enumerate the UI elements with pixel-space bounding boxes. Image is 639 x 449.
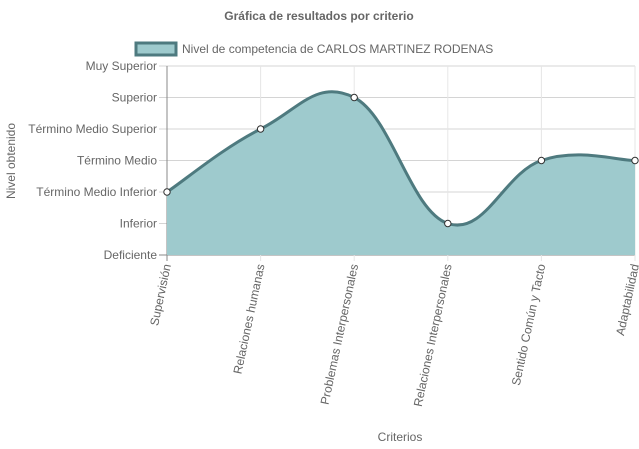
- y-tick-label: Deficiente: [104, 248, 158, 262]
- series-area: [167, 91, 635, 256]
- legend-label: Nivel de competencia de CARLOS MARTINEZ …: [182, 42, 493, 56]
- data-point[interactable]: [537, 156, 546, 165]
- data-point[interactable]: [631, 156, 639, 165]
- x-axis-title: Criterios: [378, 430, 423, 444]
- data-point[interactable]: [256, 125, 265, 133]
- data-point[interactable]: [163, 188, 171, 196]
- y-axis-title: Nivel obtenido: [4, 123, 18, 199]
- x-tick-label: Supervisión: [147, 263, 174, 327]
- x-tick-label: Sentido Común y Tacto: [509, 262, 549, 386]
- x-tick-label: Relaciones humanas: [231, 263, 268, 376]
- data-point[interactable]: [444, 219, 452, 228]
- legend-swatch: [134, 41, 178, 57]
- y-tick-label: Inferior: [120, 217, 157, 231]
- y-tick-label: Término Medio Inferior: [36, 185, 157, 199]
- chart-title: Gráfica de resultados por criterio: [224, 9, 413, 23]
- x-tick-label: Adaptabilidad: [613, 263, 639, 337]
- data-points: [163, 93, 639, 228]
- y-axis-ticks: Deficiente Inferior Término Medio Inferior…: [28, 59, 157, 262]
- x-tick-label: Problemas Interpersonales: [318, 263, 362, 406]
- y-tick-label: Término Medio Superior: [28, 122, 157, 136]
- y-tick-label: Muy Superior: [86, 59, 157, 73]
- y-tick-label: Superior: [112, 91, 157, 105]
- x-axis-ticks: Supervisión Relaciones humanas Problemas I…: [147, 262, 639, 407]
- legend[interactable]: Nivel de competencia de CARLOS MARTINEZ …: [134, 41, 493, 57]
- x-tick-label: Relaciones Interpersonales: [411, 263, 455, 408]
- y-tick-label: Término Medio: [77, 154, 157, 168]
- data-point[interactable]: [350, 93, 358, 102]
- plot-area: [166, 90, 636, 256]
